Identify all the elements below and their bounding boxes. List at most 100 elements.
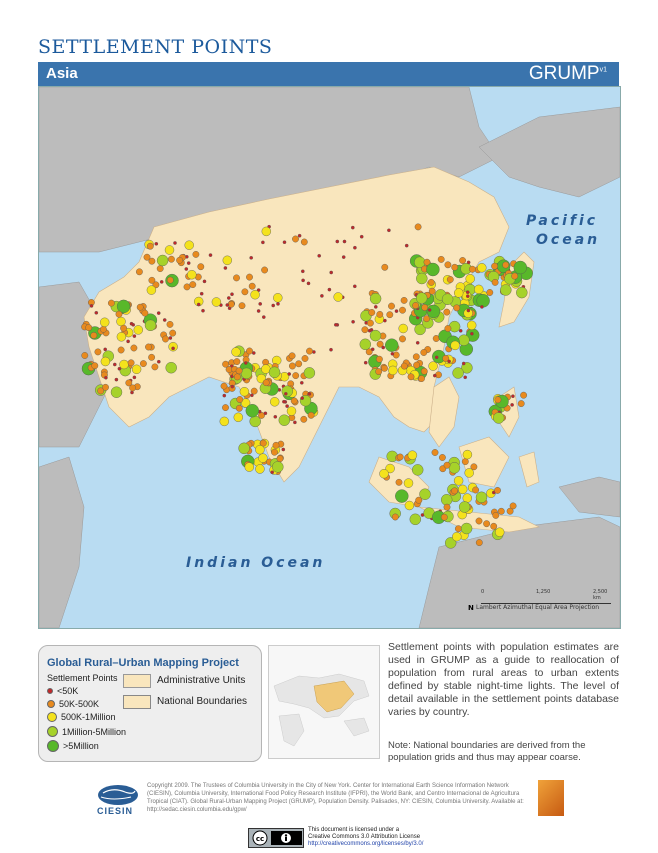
- settlement-point: [452, 367, 464, 379]
- settlement-point: [426, 304, 441, 319]
- locator-south: [278, 713, 305, 747]
- settlement-point: [245, 404, 260, 418]
- settlement-point: [415, 496, 423, 504]
- sulawesi: [518, 451, 540, 488]
- settlement-point: [491, 278, 499, 286]
- settlement-point: [276, 455, 284, 463]
- settlement-point: [400, 296, 408, 304]
- settlement-point: [268, 366, 281, 378]
- settlement-point: [222, 360, 230, 368]
- settlement-point: [463, 308, 473, 318]
- settlement-point: [427, 278, 435, 286]
- settlement-point: [300, 269, 305, 274]
- settlement-point: [130, 390, 134, 395]
- settlement-point: [290, 397, 298, 405]
- settlement-point: [116, 299, 131, 314]
- settlement-point: [375, 368, 383, 375]
- projection-label: Lambert Azimuthal Equal Area Projection: [476, 604, 600, 611]
- settlement-point: [420, 367, 428, 375]
- settlement-point: [351, 319, 355, 324]
- settlement-point: [100, 325, 107, 333]
- settlement-point: [249, 255, 253, 260]
- settlement-point: [306, 347, 313, 355]
- settlement-point: [502, 261, 510, 269]
- settlement-point: [250, 289, 260, 300]
- settlement-point: [428, 361, 438, 371]
- scale-bar: 0 1,250 2,500 km: [481, 589, 611, 604]
- settlement-point: [450, 340, 460, 351]
- settlement-point: [117, 346, 125, 354]
- settlement-point: [335, 239, 340, 244]
- page-title: SETTLEMENT POINTS: [38, 36, 273, 58]
- settlement-point: [130, 344, 138, 352]
- settlement-point: [133, 325, 144, 335]
- cc-license-badge[interactable]: cc: [248, 828, 304, 848]
- settlement-point: [387, 228, 391, 233]
- settlement-point: [186, 261, 191, 265]
- settlement-point: [437, 255, 445, 263]
- settlement-point: [116, 332, 127, 342]
- settlement-point: [168, 336, 173, 340]
- settlement-point: [395, 478, 403, 486]
- settlement-point: [152, 281, 160, 289]
- settlement-point: [431, 449, 439, 456]
- settlement-point: [114, 377, 119, 382]
- legend-subtitle: Settlement Points: [47, 673, 118, 683]
- settlement-point: [434, 355, 439, 360]
- indian-ocean-label: Indian Ocean: [186, 555, 326, 571]
- settlement-point: [341, 255, 346, 259]
- map-view[interactable]: Pacific Ocean Indian Ocean 0 1,250 2,500…: [38, 86, 621, 629]
- settlement-point: [146, 242, 154, 250]
- settlement-point: [271, 303, 275, 308]
- settlement-point: [391, 513, 399, 521]
- settlement-point: [271, 448, 278, 456]
- settlement-point: [446, 276, 454, 283]
- legend-label: <50K: [57, 686, 79, 696]
- settlement-point: [197, 263, 205, 271]
- settlement-point: [459, 257, 466, 264]
- africa-south-landmass: [39, 456, 85, 628]
- settlement-point: [441, 293, 454, 305]
- admin-units-swatch: [123, 674, 151, 688]
- settlement-point: [89, 304, 94, 308]
- settlement-point: [187, 269, 197, 280]
- settlement-point: [383, 318, 387, 323]
- settlement-point: [438, 454, 446, 461]
- settlement-point: [301, 355, 309, 362]
- license-line-2: Creative Commons 3.0 Attribution License: [308, 834, 421, 840]
- new-guinea-landmass: [558, 476, 620, 518]
- settlement-point: [196, 302, 201, 307]
- settlement-point: [359, 338, 371, 350]
- settlement-point: [399, 335, 406, 343]
- settlement-point: [404, 243, 409, 248]
- settlement-point: [460, 522, 473, 535]
- settlement-point: [333, 292, 343, 302]
- settlement-point: [476, 294, 490, 308]
- dot-icon: [47, 700, 55, 708]
- settlement-point: [283, 391, 288, 396]
- settlement-point: [506, 507, 514, 515]
- settlement-point: [448, 462, 461, 474]
- settlement-point: [156, 254, 169, 267]
- settlement-point: [451, 487, 458, 495]
- license-link[interactable]: http://creativecommons.org/licenses/by/3…: [308, 841, 424, 847]
- admin-units-label: Administrative Units: [157, 675, 246, 686]
- settlement-point: [129, 384, 137, 392]
- settlement-point: [497, 507, 505, 515]
- settlement-point: [258, 302, 262, 306]
- settlement-point: [470, 463, 478, 471]
- settlement-point: [189, 281, 197, 289]
- svg-text:cc: cc: [256, 835, 264, 843]
- settlement-point: [359, 234, 364, 239]
- legend-item-1m-5m: 1Million-5Million: [47, 726, 126, 737]
- settlement-point: [269, 397, 280, 407]
- settlement-point: [317, 253, 322, 258]
- settlement-point: [453, 304, 461, 312]
- settlement-point: [230, 384, 235, 389]
- settlement-point: [427, 308, 432, 312]
- settlement-point: [91, 362, 99, 370]
- settlement-point: [278, 414, 291, 426]
- settlement-point: [208, 253, 213, 257]
- settlement-point: [157, 359, 161, 364]
- national-boundaries-label: National Boundaries: [157, 696, 248, 707]
